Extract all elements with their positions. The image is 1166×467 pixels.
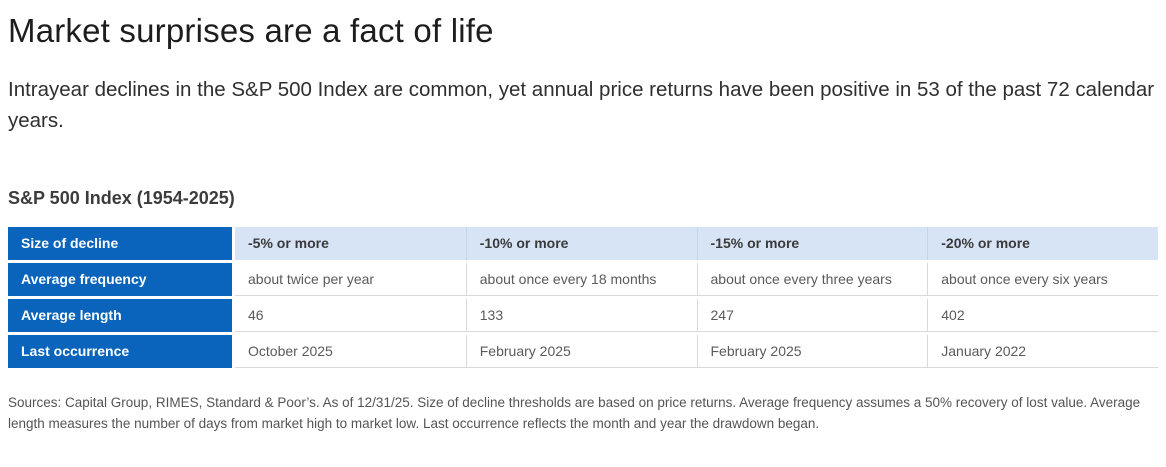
page-subtitle: Intrayear declines in the S&P 500 Index …: [8, 78, 1155, 132]
table-row: Last occurrence October 2025 February 20…: [8, 334, 1158, 368]
column-header: -20% or more: [927, 226, 1158, 260]
table-cell: 402: [927, 298, 1158, 332]
table-cell: 133: [465, 298, 697, 332]
table-cell: about once every 18 months: [465, 262, 697, 296]
table-cell: about once every three years: [696, 262, 928, 296]
table-row: Average length 46 133 247 402: [8, 298, 1158, 332]
article-page: Market surprises are a fact of life Intr…: [8, 12, 1158, 432]
source-footnote: Sources: Capital Group, RIMES, Standard …: [8, 394, 1141, 432]
section-heading: S&P 500 Index (1954-2025): [8, 187, 235, 208]
row-label: Average frequency: [8, 262, 235, 296]
table-cell: 247: [696, 298, 928, 332]
table-cell: October 2025: [235, 334, 466, 368]
table-cell: January 2022: [927, 334, 1158, 368]
table-row: Average frequency about twice per year a…: [8, 262, 1158, 296]
table-cell: 46: [235, 298, 466, 332]
row-label: Average length: [8, 298, 235, 332]
table-cell: February 2025: [465, 334, 697, 368]
decline-table: Size of decline -5% or more -10% or more…: [8, 224, 1158, 371]
column-header: -10% or more: [465, 226, 697, 260]
table-cell: about once every six years: [927, 262, 1158, 296]
table-header-row: Size of decline -5% or more -10% or more…: [8, 226, 1158, 260]
column-header: -15% or more: [696, 226, 928, 260]
page-title: Market surprises are a fact of life: [8, 12, 494, 49]
table-cell: about twice per year: [235, 262, 466, 296]
column-header: -5% or more: [235, 226, 466, 260]
corner-label: Size of decline: [8, 226, 235, 260]
table-cell: February 2025: [696, 334, 928, 368]
row-label: Last occurrence: [8, 334, 235, 368]
